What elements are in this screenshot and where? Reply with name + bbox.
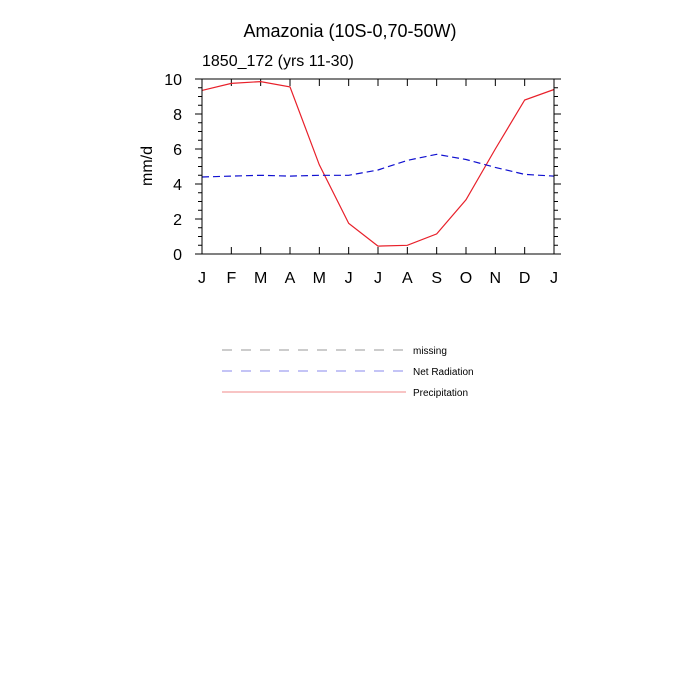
x-tick-label: S xyxy=(431,270,442,287)
x-tick-label: J xyxy=(374,270,382,287)
x-tick-label: M xyxy=(313,270,326,287)
x-tick-label: D xyxy=(519,270,531,287)
chart-subtitle: 1850_172 (yrs 11-30) xyxy=(202,53,354,70)
plot-frame xyxy=(201,78,555,255)
legend-label: Net Radiation xyxy=(413,367,474,378)
y-axis-label: mm/d xyxy=(139,146,156,186)
x-tick-label: A xyxy=(285,270,296,287)
y-tick-label: 2 xyxy=(173,212,182,229)
series-line-precipitation xyxy=(201,80,555,247)
y-tick-label: 10 xyxy=(164,72,182,89)
x-tick-label: M xyxy=(254,270,267,287)
y-tick-label: 8 xyxy=(173,107,182,124)
legend-label: missing xyxy=(413,346,447,357)
data-series xyxy=(201,80,555,247)
series-line-net-radiation xyxy=(201,153,555,178)
chart-title: Amazonia (10S-0,70-50W) xyxy=(243,21,456,41)
x-tick-label: N xyxy=(490,270,502,287)
x-tick-label: F xyxy=(226,270,236,287)
x-tick-label: J xyxy=(550,270,558,287)
legend-label: Precipitation xyxy=(413,388,468,399)
legend: missing Net Radiation Precipitation xyxy=(222,346,474,399)
y-tick-label: 4 xyxy=(173,177,182,194)
x-tick-label: A xyxy=(402,270,413,287)
y-tick-label: 6 xyxy=(173,142,182,159)
x-tick-label: J xyxy=(345,270,353,287)
y-tick-label: 0 xyxy=(173,247,182,264)
x-tick-label: J xyxy=(198,270,206,287)
x-tick-label: O xyxy=(460,270,472,287)
